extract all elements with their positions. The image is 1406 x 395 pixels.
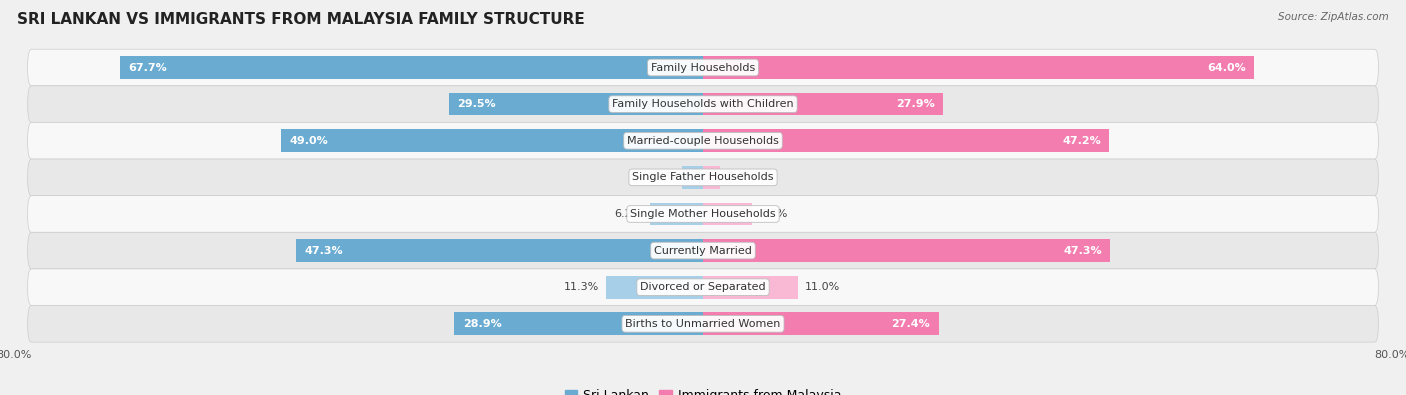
Text: Single Father Households: Single Father Households <box>633 172 773 182</box>
Text: Source: ZipAtlas.com: Source: ZipAtlas.com <box>1278 12 1389 22</box>
Bar <box>682 166 703 189</box>
Text: 47.3%: 47.3% <box>1063 246 1102 256</box>
Bar <box>703 276 797 299</box>
Bar <box>703 130 1109 152</box>
Bar <box>703 312 939 335</box>
Text: 29.5%: 29.5% <box>457 99 496 109</box>
Bar <box>454 312 703 335</box>
Text: Family Households with Children: Family Households with Children <box>612 99 794 109</box>
Bar <box>449 93 703 115</box>
Text: 64.0%: 64.0% <box>1206 62 1246 73</box>
Bar <box>703 93 943 115</box>
Text: 11.3%: 11.3% <box>564 282 599 292</box>
Bar <box>703 203 752 225</box>
Text: Married-couple Households: Married-couple Households <box>627 136 779 146</box>
Text: 6.2%: 6.2% <box>614 209 643 219</box>
Text: Single Mother Households: Single Mother Households <box>630 209 776 219</box>
FancyBboxPatch shape <box>28 122 1378 159</box>
Text: 28.9%: 28.9% <box>463 319 502 329</box>
Text: 11.0%: 11.0% <box>804 282 839 292</box>
Bar <box>703 239 1111 262</box>
Text: 5.7%: 5.7% <box>759 209 787 219</box>
FancyBboxPatch shape <box>28 305 1378 342</box>
Text: 2.0%: 2.0% <box>727 172 755 182</box>
Text: Divorced or Separated: Divorced or Separated <box>640 282 766 292</box>
Bar <box>650 203 703 225</box>
Bar <box>295 239 703 262</box>
Bar <box>703 56 1254 79</box>
Text: 47.3%: 47.3% <box>304 246 343 256</box>
Text: Births to Unmarried Women: Births to Unmarried Women <box>626 319 780 329</box>
Text: Family Households: Family Households <box>651 62 755 73</box>
Bar <box>606 276 703 299</box>
Bar <box>120 56 703 79</box>
FancyBboxPatch shape <box>28 269 1378 305</box>
Text: 67.7%: 67.7% <box>128 62 167 73</box>
Text: 27.4%: 27.4% <box>891 319 931 329</box>
Text: SRI LANKAN VS IMMIGRANTS FROM MALAYSIA FAMILY STRUCTURE: SRI LANKAN VS IMMIGRANTS FROM MALAYSIA F… <box>17 12 585 27</box>
FancyBboxPatch shape <box>28 232 1378 269</box>
Bar <box>703 166 720 189</box>
Text: 27.9%: 27.9% <box>896 99 935 109</box>
FancyBboxPatch shape <box>28 86 1378 122</box>
Legend: Sri Lankan, Immigrants from Malaysia: Sri Lankan, Immigrants from Malaysia <box>560 384 846 395</box>
FancyBboxPatch shape <box>28 159 1378 196</box>
Text: 49.0%: 49.0% <box>290 136 329 146</box>
Text: 47.2%: 47.2% <box>1062 136 1101 146</box>
FancyBboxPatch shape <box>28 49 1378 86</box>
Text: Currently Married: Currently Married <box>654 246 752 256</box>
FancyBboxPatch shape <box>28 196 1378 232</box>
Text: 2.4%: 2.4% <box>647 172 675 182</box>
Bar <box>281 130 703 152</box>
